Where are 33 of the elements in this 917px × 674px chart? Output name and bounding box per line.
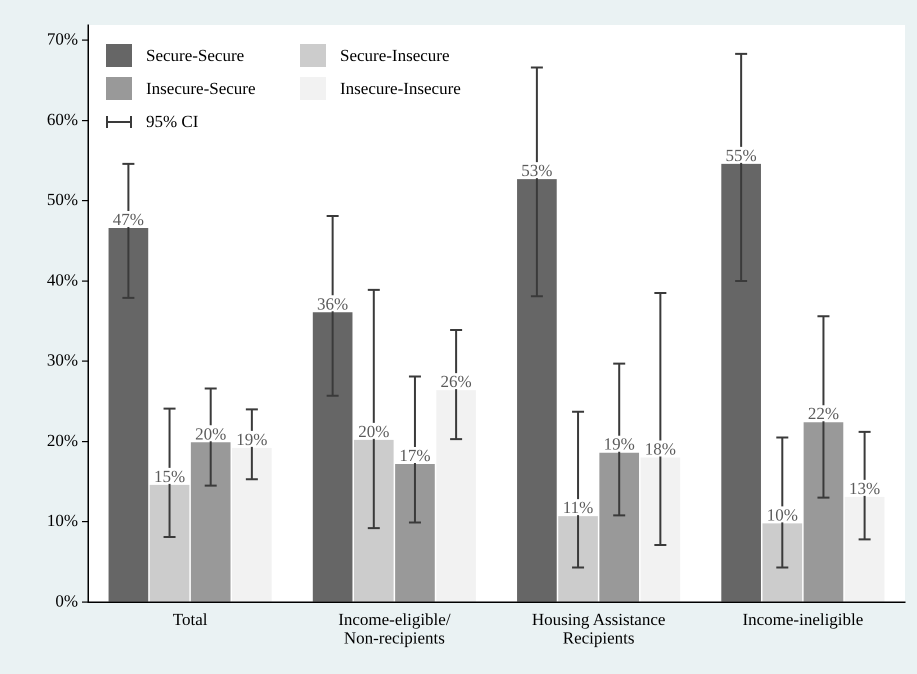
legend-label: Secure-Insecure — [340, 46, 450, 66]
data-label: 10% — [766, 505, 798, 524]
y-tick-label: 40% — [46, 270, 78, 290]
legend-label: Insecure-Insecure — [340, 78, 461, 98]
data-label: 19% — [236, 430, 268, 449]
y-tick-label: 30% — [46, 350, 78, 370]
data-label: 11% — [562, 498, 594, 518]
data-label: 17% — [399, 446, 431, 465]
data-label: 20% — [358, 422, 390, 441]
data-label: 53% — [521, 161, 552, 180]
y-tick-label: 0% — [55, 591, 78, 610]
x-tick-label: Total — [172, 610, 208, 629]
y-tick-label: 10% — [46, 511, 78, 530]
y-tick-label: 60% — [46, 110, 78, 129]
data-label: 15% — [154, 466, 186, 486]
x-tick-label: Housing Assistance Recipients — [532, 610, 666, 648]
data-label: 22% — [808, 404, 840, 424]
x-tick-label: Income-ineligible — [742, 610, 864, 629]
data-label: 47% — [112, 210, 144, 230]
y-tick-label: 70% — [46, 30, 78, 49]
data-label: 36% — [317, 294, 348, 314]
y-tick-label: 50% — [46, 190, 78, 210]
data-label: 20% — [195, 424, 226, 444]
data-label: 26% — [440, 372, 472, 392]
legend-label: Secure-Secure — [146, 46, 244, 66]
y-tick-label: 20% — [46, 430, 78, 450]
data-label: 13% — [849, 478, 880, 498]
annotation: 95% CI — [146, 112, 198, 132]
data-label: 18% — [644, 440, 676, 459]
legend-label: Insecure-Secure — [146, 78, 256, 98]
data-label: 19% — [604, 434, 635, 454]
data-label: 55% — [726, 146, 757, 165]
x-tick-label: Income-eligible/Non-recipients — [338, 610, 451, 648]
